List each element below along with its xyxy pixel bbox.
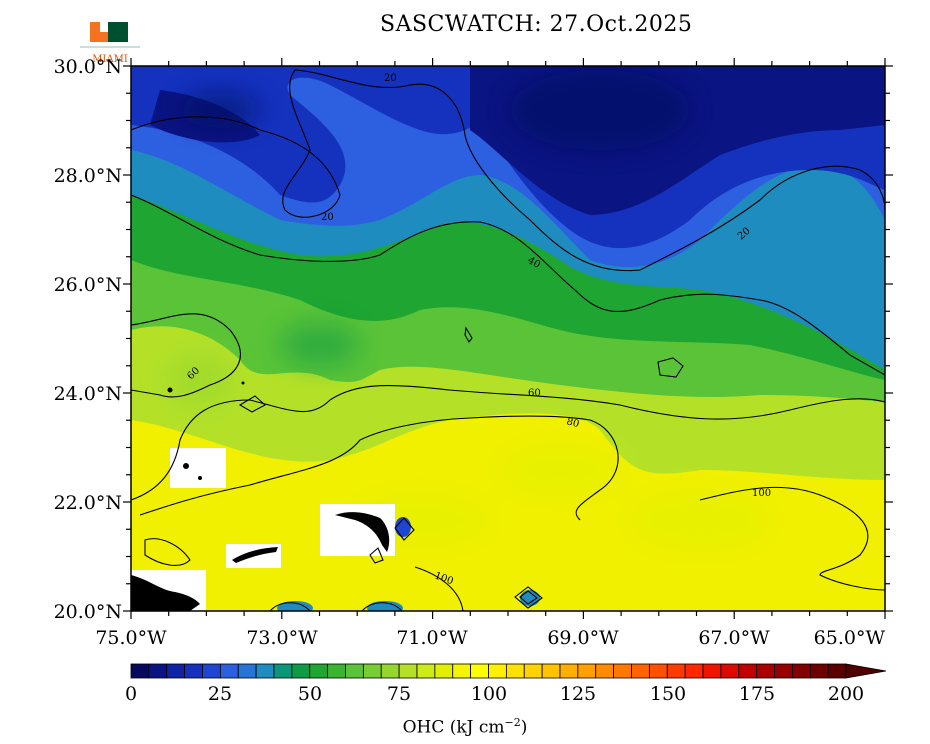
colorbar-swatch	[327, 663, 346, 679]
colorbar-swatch	[738, 663, 758, 679]
lat-tick-label: 22.0°N	[54, 492, 122, 514]
lon-tick-label: 73.0°W	[246, 627, 318, 649]
colorbar-swatch	[452, 663, 472, 679]
colorbar-swatch	[470, 663, 489, 679]
colorbar-swatch	[774, 663, 793, 679]
colorbar	[130, 663, 887, 679]
colorbar-tick-label: 100	[471, 683, 507, 705]
colorbar-swatch	[702, 663, 722, 679]
colorbar-swatch	[827, 663, 847, 679]
colorbar-swatch	[595, 663, 615, 679]
lat-tick-label: 24.0°N	[54, 383, 122, 405]
lat-labels: 20.0°N 22.0°N 24.0°N 26.0°N 28.0°N 30.0°…	[54, 56, 122, 623]
lat-tick-label: 28.0°N	[54, 165, 122, 187]
contour-label: 100	[752, 488, 771, 499]
colorbar-extend-arrow	[845, 663, 887, 679]
lat-tick-label: 30.0°N	[54, 56, 122, 78]
colorbar-swatch	[559, 663, 579, 679]
unit-close: )	[520, 717, 528, 738]
colorbar-labels: 0 25 50 75 100 125 150 175 200	[125, 683, 864, 705]
lon-tick-label: 71.0°W	[396, 627, 468, 649]
colorbar-swatch	[219, 663, 239, 679]
colorbar-swatch	[416, 663, 436, 679]
colorbar-swatch	[380, 663, 400, 679]
unit-text: OHC (kJ cm	[402, 717, 505, 738]
colorbar-swatch	[273, 663, 293, 679]
colorbar-swatch	[613, 663, 632, 679]
colorbar-tick-label: 175	[739, 683, 775, 705]
land-masks	[131, 381, 395, 611]
colorbar-tick-label: 25	[208, 683, 232, 705]
colorbar-swatch	[184, 663, 203, 679]
colorbar-swatch	[488, 663, 507, 679]
ohc-field	[131, 66, 885, 611]
contour-label: 20	[321, 212, 334, 223]
colorbar-swatch	[791, 663, 811, 679]
colorbar-swatch	[237, 663, 257, 679]
colorbar-swatch	[648, 663, 668, 679]
colorbar-swatch	[523, 663, 543, 679]
colorbar-tick-label: 0	[125, 683, 137, 705]
colorbar-swatch	[684, 663, 704, 679]
colorbar-swatch	[809, 663, 829, 679]
colorbar-swatch	[362, 663, 382, 679]
map-title: SASCWATCH: 27.Oct.2025	[380, 12, 693, 37]
lat-tick-label: 26.0°N	[54, 274, 122, 296]
colorbar-swatch	[505, 663, 525, 679]
logo-text: MIAMI	[92, 54, 128, 65]
colorbar-unit-label: OHC (kJ cm−2)	[0, 716, 930, 738]
colorbar-swatch	[577, 663, 597, 679]
lon-tick-label: 65.0°W	[814, 627, 886, 649]
colorbar-swatch	[345, 663, 364, 679]
contour-label: 60	[528, 388, 541, 399]
colorbar-swatch	[720, 663, 740, 679]
colorbar-swatch	[166, 663, 186, 679]
colorbar-swatch	[291, 663, 311, 679]
colorbar-swatch	[202, 663, 221, 679]
colorbar-swatch	[398, 663, 418, 679]
colorbar-swatch	[148, 663, 168, 679]
lon-tick-label: 69.0°W	[547, 627, 619, 649]
colorbar-tick-label: 50	[298, 683, 322, 705]
contour-label: 20	[384, 73, 397, 84]
u-logo-icon	[80, 22, 140, 48]
colorbar-tick-label: 200	[828, 683, 864, 705]
colorbar-swatch	[255, 663, 275, 679]
colorbar-tick-label: 125	[560, 683, 596, 705]
lon-labels: 75.0°W 73.0°W 71.0°W 69.0°W 67.0°W 65.0°…	[95, 627, 885, 649]
colorbar-swatch	[434, 663, 454, 679]
colorbar-tick-label: 75	[387, 683, 411, 705]
colorbar-swatch	[756, 663, 775, 679]
colorbar-swatch	[631, 663, 650, 679]
colorbar-swatch	[130, 663, 150, 679]
axis-ticks	[123, 58, 893, 619]
unit-exponent: −2	[504, 716, 521, 729]
miami-logo: MIAMI	[80, 20, 140, 68]
lon-tick-label: 67.0°W	[698, 627, 770, 649]
colorbar-swatch	[309, 663, 329, 679]
lon-tick-label: 75.0°W	[95, 627, 167, 649]
colorbar-tick-label: 150	[650, 683, 686, 705]
colorbar-swatch	[666, 663, 686, 679]
colorbar-swatch	[541, 663, 561, 679]
contour-label: 80	[565, 416, 580, 430]
lat-tick-label: 20.0°N	[54, 601, 122, 623]
contour-lines	[131, 69, 885, 611]
